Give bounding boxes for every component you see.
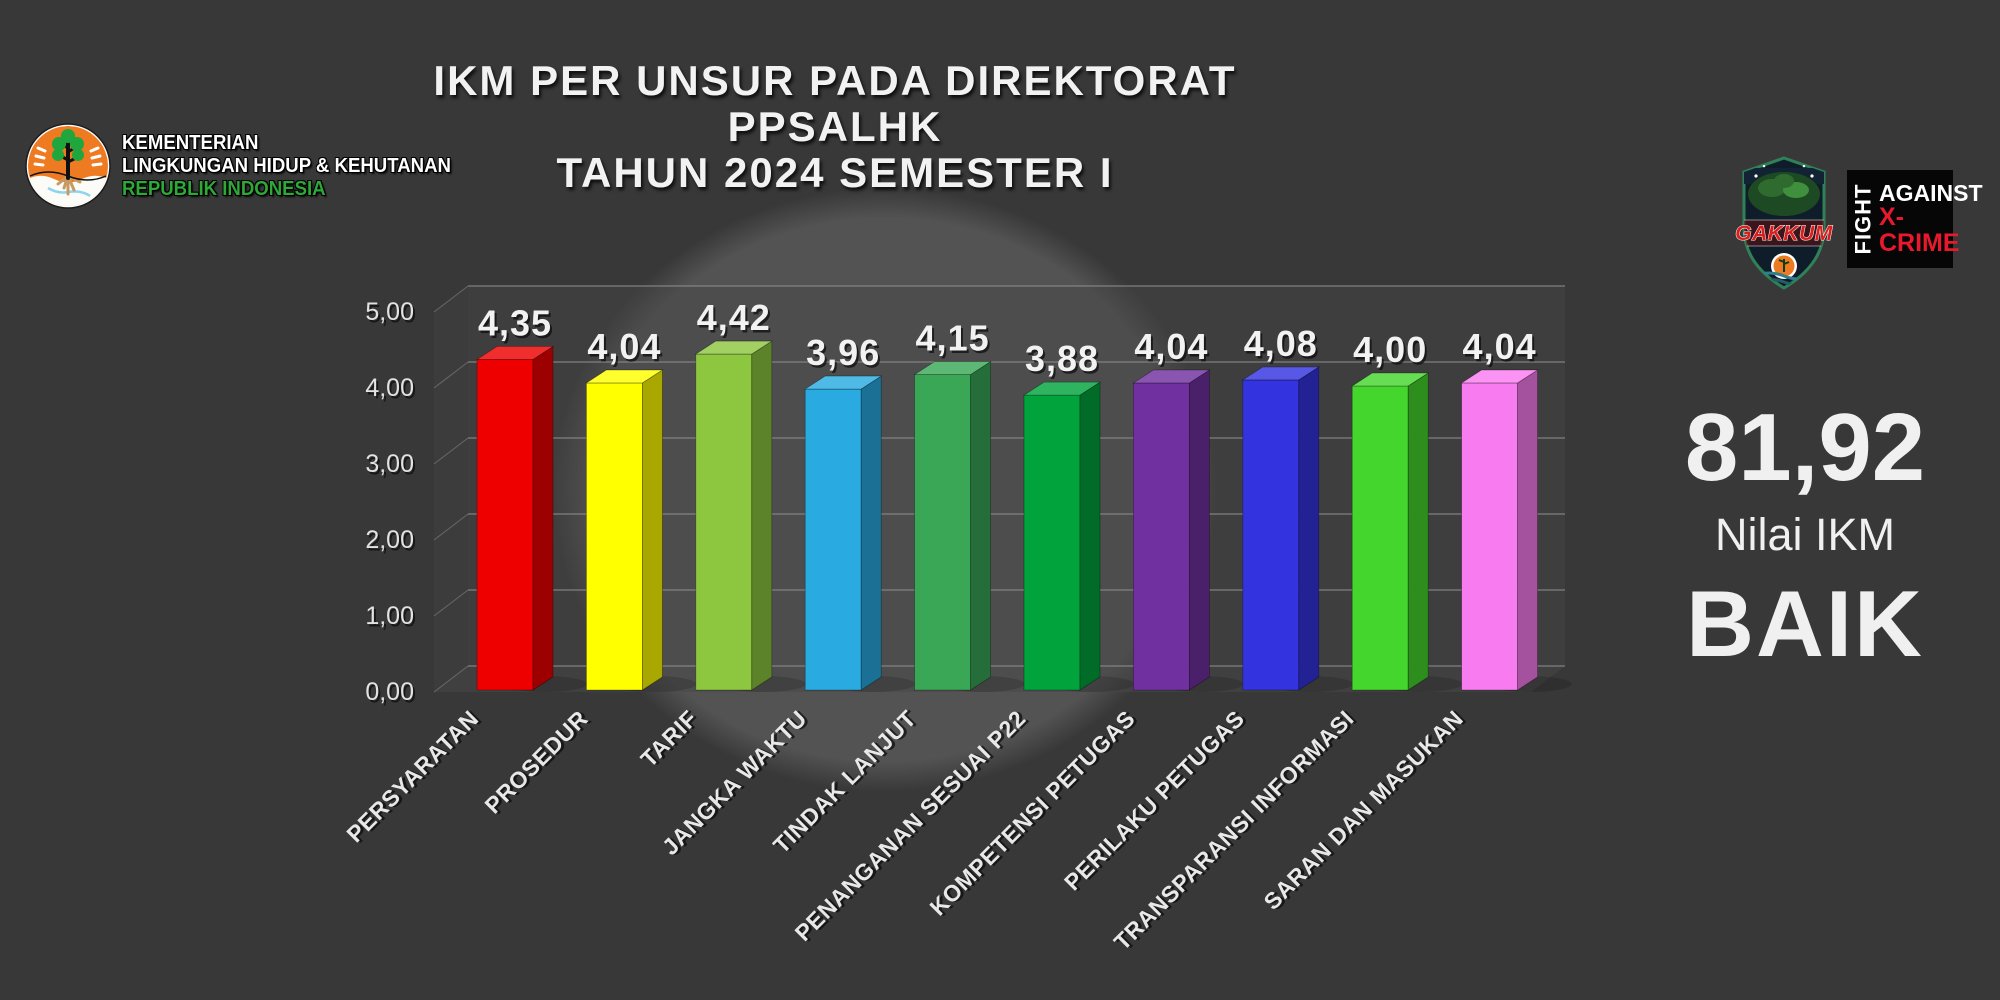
- svg-text:4,00: 4,00: [1353, 329, 1427, 370]
- svg-text:PERILAKU PETUGAS: PERILAKU PETUGAS: [1059, 705, 1249, 895]
- value-perilaku-petugas: 4,084,08: [1244, 323, 1320, 367]
- y-tick-5-00: 5,005,00: [365, 298, 416, 329]
- ministry-name: KEMENTERIAN LINGKUNGAN HIDUP & KEHUTANAN…: [122, 132, 451, 201]
- svg-text:PROSEDUR: PROSEDUR: [480, 705, 593, 818]
- value-persyaratan: 4,354,35: [478, 302, 554, 346]
- bar-prosedur: [585, 369, 697, 692]
- ikm-rating: BAIK: [1686, 571, 1924, 676]
- gakkum-logo: GAKKUM: [1734, 154, 1834, 297]
- svg-text:TRANSPARANSI INFORMASI: TRANSPARANSI INFORMASI: [1109, 705, 1359, 955]
- svg-text:4,00: 4,00: [367, 377, 416, 405]
- svg-text:3,88: 3,88: [1027, 341, 1101, 382]
- xcrime-xcrime-label: X-CRIME: [1879, 203, 1960, 257]
- bar-kompetensi-petugas: [1132, 369, 1244, 692]
- ikm-summary-panel: 81,92 Nilai IKM BAIK: [1628, 400, 1982, 671]
- ikm-score-caption: Nilai IKM: [1714, 509, 1896, 560]
- xcrime-against-label: AGAINST: [1879, 179, 1983, 206]
- xcrime-fight-label: FIGHT: [1850, 183, 1875, 255]
- svg-text:4,00: 4,00: [1355, 332, 1429, 373]
- svg-text:1,00: 1,00: [367, 605, 416, 633]
- svg-text:KOMPETENSI PETUGAS: KOMPETENSI PETUGAS: [925, 705, 1140, 920]
- chart-title-line-1: IKM PER UNSUR PADA DIREKTORAT: [433, 57, 1237, 104]
- gakkum-label: GAKKUM: [1735, 222, 1833, 245]
- svg-text:4,42: 4,42: [697, 297, 771, 338]
- ministry-emblem-icon: [25, 123, 111, 209]
- svg-text:4,00: 4,00: [365, 374, 414, 402]
- svg-text:PENANGANAN SESUAI P22: PENANGANAN SESUAI P22: [790, 705, 1031, 946]
- bar-persyaratan: [475, 345, 587, 692]
- xcrime-text-column: AGAINST X-CRIME: [1879, 179, 1983, 257]
- svg-text:4,35: 4,35: [480, 305, 554, 346]
- svg-text:4,35: 4,35: [478, 302, 552, 343]
- ministry-name-line-1: KEMENTERIAN: [122, 131, 259, 154]
- value-jangka-waktu: 3,963,96: [806, 332, 882, 376]
- svg-text:4,08: 4,08: [1246, 325, 1320, 366]
- svg-text:1,00: 1,00: [365, 602, 414, 630]
- y-tick-3-00: 3,003,00: [365, 450, 416, 481]
- fight-against-xcrime-logo: FIGHT AGAINST X-CRIME: [1847, 170, 1983, 268]
- value-transparansi-informasi: 4,004,00: [1353, 329, 1429, 373]
- y-tick-0-00: 0,000,00: [365, 678, 416, 709]
- svg-text:3,00: 3,00: [365, 450, 414, 478]
- svg-text:4,15: 4,15: [916, 318, 990, 359]
- svg-text:4,04: 4,04: [1134, 326, 1208, 367]
- ikm-score-value: 81,92: [1684, 394, 1926, 501]
- svg-text:4,04: 4,04: [589, 328, 663, 369]
- svg-text:4,04: 4,04: [1136, 328, 1210, 369]
- xcrime-fight-column: FIGHT: [1847, 172, 1879, 266]
- y-axis-labels: 0,000,00 1,001,00 2,002,00 3,003,00 4,004,00…: [365, 298, 416, 709]
- value-tindak-lanjut: 4,154,15: [916, 318, 992, 362]
- bar-jangka-waktu: [803, 375, 916, 692]
- value-saran-dan-masukan: 4,044,04: [1463, 326, 1539, 370]
- value-kompetensi-petugas: 4,044,04: [1134, 326, 1210, 370]
- svg-text:3,88: 3,88: [1025, 338, 1099, 379]
- svg-text:PERSYARATAN: PERSYARATAN: [341, 705, 483, 847]
- value-tarif: 4,424,42: [697, 297, 773, 341]
- svg-text:4,04: 4,04: [1463, 326, 1537, 367]
- bar-perilaku-petugas: [1241, 366, 1353, 692]
- svg-text:3,96: 3,96: [808, 335, 882, 376]
- svg-text:4,08: 4,08: [1244, 323, 1318, 364]
- bar-saran-dan-masukan: [1460, 369, 1572, 692]
- chart-title: IKM PER UNSUR PADA DIREKTORAT PPSALHK TA…: [290, 58, 1380, 196]
- svg-text:3,96: 3,96: [806, 332, 880, 373]
- svg-text:0,00: 0,00: [367, 681, 416, 709]
- value-penanganan-sesuai-p22: 3,883,88: [1025, 338, 1101, 382]
- y-tick-1-00: 1,001,00: [365, 602, 416, 633]
- gakkum-badge-icon: GAKKUM: [1735, 156, 1833, 290]
- chart-title-line-3: TAHUN 2024 SEMESTER I: [556, 149, 1114, 196]
- svg-text:4,15: 4,15: [918, 320, 992, 361]
- bar-tindak-lanjut: [913, 360, 1025, 692]
- bar-transparansi-informasi: [1350, 372, 1463, 692]
- svg-text:5,00: 5,00: [367, 301, 416, 329]
- svg-text:SARAN DAN MASUKAN: SARAN DAN MASUKAN: [1259, 705, 1469, 915]
- svg-text:4,42: 4,42: [699, 300, 773, 341]
- bar-penanganan-sesuai-p22: [1022, 381, 1134, 692]
- bar-tarif: [694, 340, 806, 692]
- chart-title-line-2: PPSALHK: [727, 103, 943, 150]
- svg-text:2,00: 2,00: [367, 529, 416, 557]
- y-tick-2-00: 2,002,00: [365, 526, 416, 557]
- svg-text:2,00: 2,00: [365, 526, 414, 554]
- svg-text:5,00: 5,00: [365, 298, 414, 326]
- svg-text:TARIF: TARIF: [636, 705, 703, 772]
- svg-text:4,04: 4,04: [587, 326, 661, 367]
- svg-text:4,04: 4,04: [1465, 328, 1539, 369]
- ministry-name-line-2: LINGKUNGAN HIDUP & KEHUTANAN: [122, 154, 451, 177]
- ministry-logo-block: KEMENTERIAN LINGKUNGAN HIDUP & KEHUTANAN…: [24, 122, 476, 210]
- y-tick-4-00: 4,004,00: [365, 374, 416, 405]
- ministry-name-line-3: REPUBLIK INDONESIA: [122, 177, 326, 200]
- svg-text:3,00: 3,00: [367, 453, 416, 481]
- value-prosedur: 4,044,04: [587, 326, 663, 370]
- svg-text:0,00: 0,00: [365, 678, 414, 706]
